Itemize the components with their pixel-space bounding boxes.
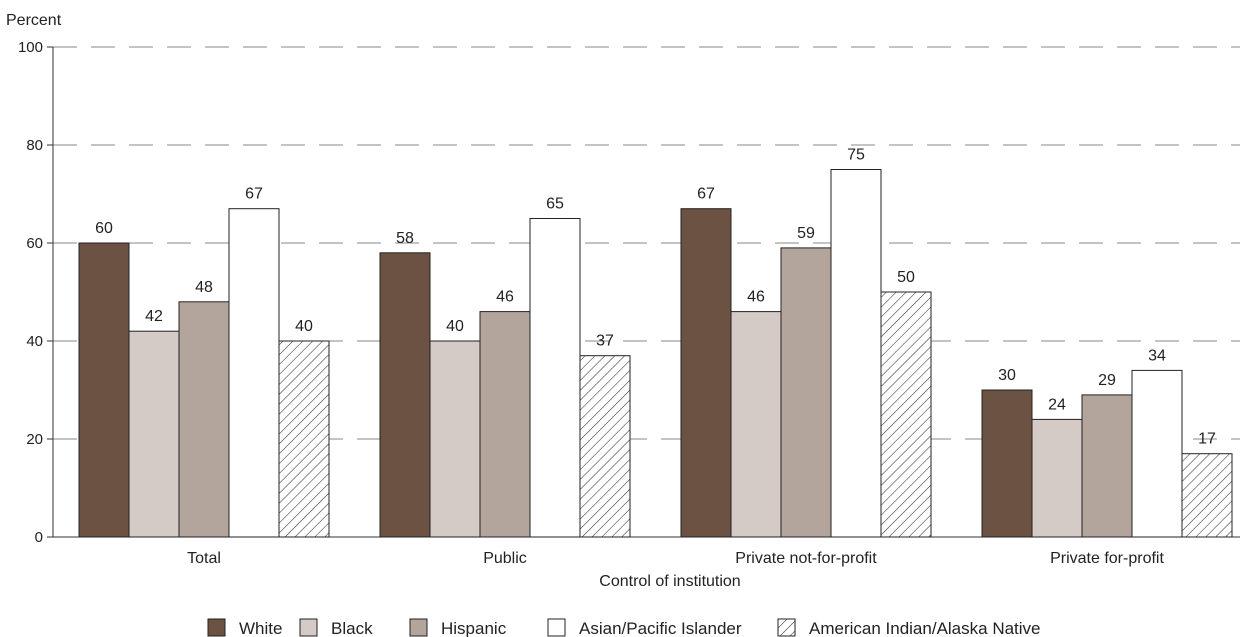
y-tick-label: 0 — [35, 529, 43, 546]
data-label: 60 — [95, 220, 113, 237]
bar-american-indian-alaska-native-public — [579, 355, 631, 538]
data-label: 46 — [496, 289, 514, 306]
legend-swatch — [547, 618, 566, 637]
data-label: 29 — [1098, 372, 1116, 389]
y-tick-label: 20 — [26, 431, 43, 448]
bar-white-public — [379, 252, 431, 538]
bar-hispanic-public — [479, 311, 531, 538]
bar-asian-pacific-islander-private-for-profit — [1131, 369, 1183, 538]
data-label: 50 — [897, 269, 915, 286]
legend-label: Asian/Pacific Islander — [579, 619, 742, 637]
bar-white-private-not-for-profit — [680, 208, 732, 538]
legend-swatch — [299, 618, 318, 637]
bars — [78, 169, 1233, 538]
data-label: 67 — [697, 186, 715, 203]
bar-american-indian-alaska-native-private-for-profit — [1181, 453, 1233, 538]
data-label: 40 — [446, 318, 464, 335]
data-label: 40 — [295, 318, 313, 335]
bar-black-total — [128, 330, 180, 538]
legend-label: Hispanic — [441, 619, 507, 637]
x-tick-label: Private for-profit — [1050, 550, 1164, 567]
bar-hispanic-private-not-for-profit — [780, 247, 832, 538]
legend-label: Black — [331, 619, 373, 637]
bar-asian-pacific-islander-total — [228, 208, 280, 538]
x-tick-label: Private not-for-profit — [735, 550, 877, 567]
legend-swatch — [207, 618, 226, 637]
data-label: 48 — [195, 279, 213, 296]
x-tick-label: Public — [483, 550, 527, 567]
data-label: 17 — [1198, 431, 1216, 448]
data-label: 24 — [1048, 396, 1066, 413]
data-label: 46 — [747, 289, 765, 306]
data-label: 67 — [245, 186, 263, 203]
legend-label: White — [239, 619, 282, 637]
data-label: 37 — [596, 333, 614, 350]
data-label: 75 — [847, 147, 865, 164]
bar-hispanic-total — [178, 301, 230, 538]
y-tick-label: 60 — [26, 235, 43, 252]
bar-american-indian-alaska-native-private-not-for-profit — [880, 291, 932, 538]
legend-swatch — [777, 618, 796, 637]
data-label: 30 — [998, 367, 1016, 384]
x-tick-label: Total — [187, 550, 221, 567]
value-labels: 60 42 48 67 40 58 40 46 65 37 67 46 59 75 50 30 24 29 34 17 — [95, 147, 1216, 448]
bar-american-indian-alaska-native-total — [278, 340, 330, 538]
y-tick-label: 40 — [26, 333, 43, 350]
data-label: 42 — [145, 308, 163, 325]
bar-white-private-for-profit — [981, 389, 1033, 538]
data-label: 59 — [797, 225, 815, 242]
bar-hispanic-private-for-profit — [1081, 394, 1133, 538]
bar-asian-pacific-islander-private-not-for-profit — [830, 169, 882, 538]
bar-black-private-for-profit — [1031, 418, 1083, 538]
bar-asian-pacific-islander-public — [529, 218, 581, 538]
bar-black-public — [429, 340, 481, 538]
legend-swatch — [409, 618, 428, 637]
data-label: 58 — [396, 230, 414, 247]
legend-label: American Indian/Alaska Native — [809, 619, 1041, 637]
y-axis-title: Percent — [6, 12, 62, 29]
y-tick-label: 80 — [26, 137, 43, 154]
bar-white-total — [78, 242, 130, 538]
data-label: 65 — [546, 196, 564, 213]
y-tick-label: 100 — [18, 39, 43, 56]
x-axis-title: Control of institution — [599, 573, 740, 590]
bar-black-private-not-for-profit — [730, 311, 782, 538]
data-label: 34 — [1148, 347, 1166, 364]
legend: White Black Hispanic Asian/Pacific Islander… — [207, 618, 1041, 637]
